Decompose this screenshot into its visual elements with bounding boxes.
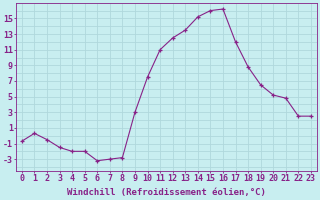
- X-axis label: Windchill (Refroidissement éolien,°C): Windchill (Refroidissement éolien,°C): [67, 188, 266, 197]
